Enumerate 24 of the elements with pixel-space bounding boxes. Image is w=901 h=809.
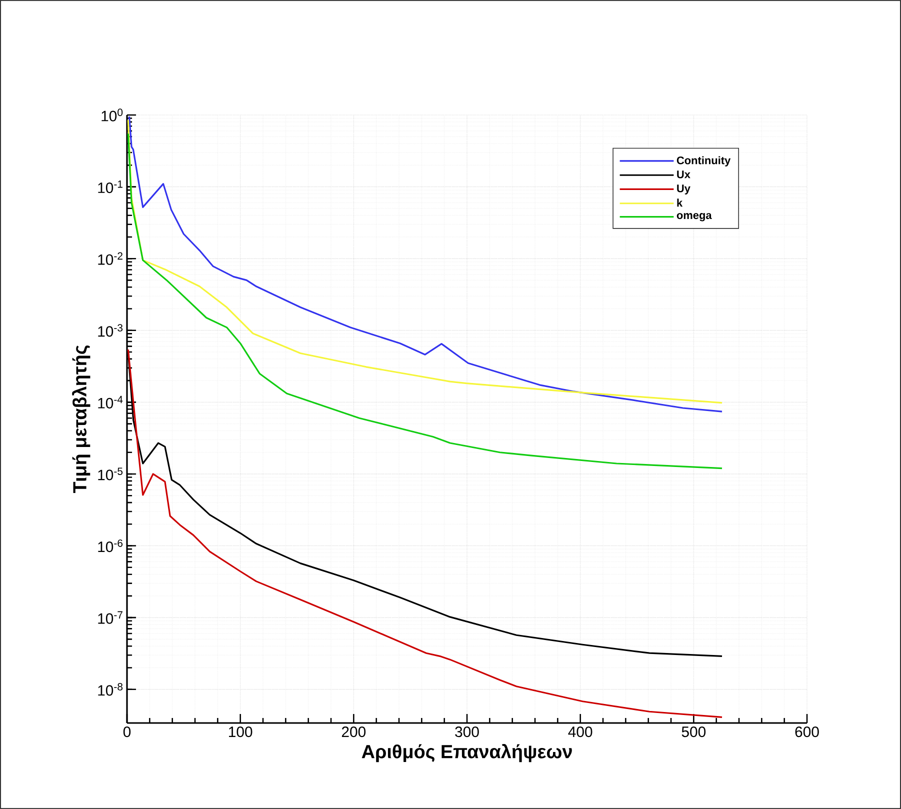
x-tick-label: 300 xyxy=(455,726,479,738)
x-tick-label: 200 xyxy=(342,726,366,738)
x-tick-label: 0 xyxy=(123,726,131,738)
x-tick-label: 400 xyxy=(568,726,592,738)
y-tick-label: 10$^{0}$ xyxy=(102,108,123,122)
x-tick-label: 600 xyxy=(795,726,819,738)
x-tick-label: 100 xyxy=(229,726,252,738)
legend-label: Ux xyxy=(677,170,690,178)
legend-label: Uy xyxy=(677,184,690,194)
y-axis-title: Τιμή μεταβλητής xyxy=(72,345,90,494)
y-tick-label: 10$^{-8}$ xyxy=(98,683,123,696)
y-tick-label: 10$^{-4}$ xyxy=(98,396,123,408)
legend-label: Continuity xyxy=(676,156,731,166)
y-tick-label: 10$^{-7}$ xyxy=(98,611,122,624)
legend-label: omega xyxy=(676,213,712,222)
y-tick-label: 10$^{-2}$ xyxy=(98,252,122,265)
legend-label: k xyxy=(677,198,683,207)
x-axis-title: Αριθμός Επαναλήψεων xyxy=(362,744,572,762)
y-tick-label: 10$^{-3}$ xyxy=(98,324,123,337)
y-tick-label: 10$^{-1}$ xyxy=(98,180,122,194)
y-tick-label: 10$^{-6}$ xyxy=(98,539,123,552)
x-tick-label: 500 xyxy=(682,726,706,738)
line-series xyxy=(127,348,723,718)
y-tick-label: 10$^{-5}$ xyxy=(98,468,123,480)
